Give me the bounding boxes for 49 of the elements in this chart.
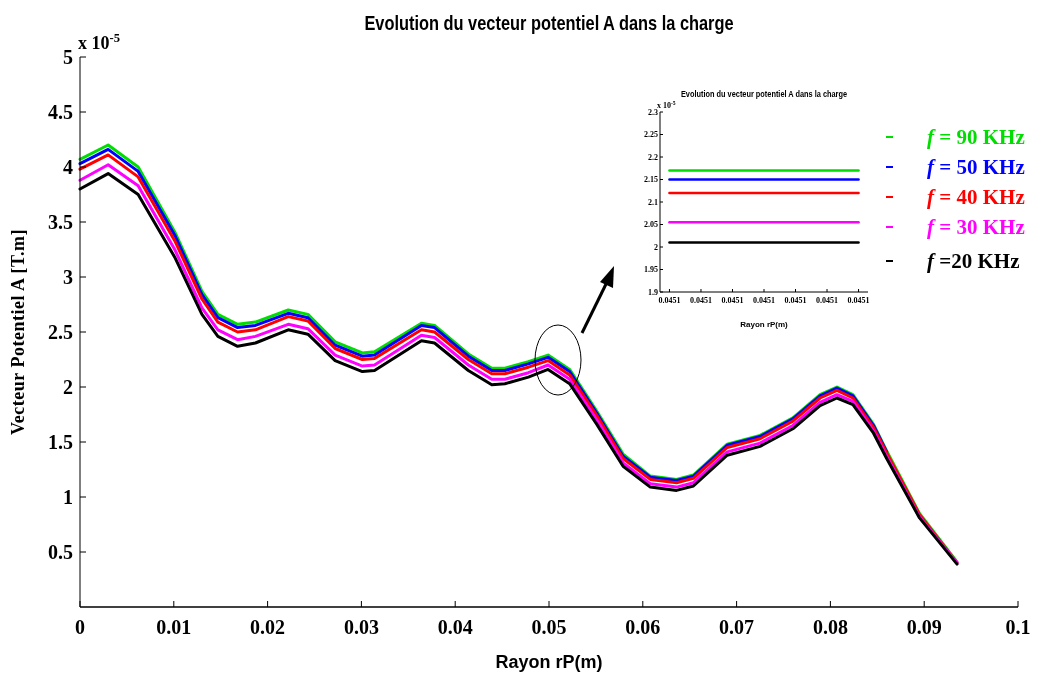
x-tick-label: 0.03	[343, 616, 379, 638]
legend-label: f = 30 KHz	[927, 215, 1025, 239]
x-tick-label: 0.1	[1005, 616, 1031, 638]
x-tick-label: 0.08	[812, 616, 848, 638]
y-tick-label: 1.95	[644, 265, 658, 275]
y-tick-label: 1.9	[648, 287, 658, 297]
legend-label: f =20 KHz	[927, 249, 1020, 273]
legend-label: f = 50 KHz	[927, 155, 1025, 179]
x-tick-label: 0.0451	[753, 295, 775, 305]
x-axis-title: Rayon rP(m)	[740, 320, 789, 329]
x-axis-title: Rayon rP(m)	[495, 652, 603, 672]
x-tick-label: 0.02	[250, 616, 286, 638]
x-tick-label: 0.0451	[658, 295, 681, 305]
x-tick-label: 0.05	[531, 616, 567, 638]
y-tick-label: 2.05	[644, 220, 658, 230]
x-tick-label: 0.07	[719, 616, 755, 638]
x-tick-label: 0.0451	[784, 295, 807, 305]
x-tick-label: 0.01	[156, 616, 192, 638]
y-tick-label: 2.2	[648, 152, 658, 162]
x-tick-label: 0.04	[437, 616, 473, 638]
y-tick-label: 1	[63, 486, 73, 508]
legend-label: f = 40 KHz	[927, 185, 1025, 209]
y-tick-label: 2.5	[48, 321, 73, 343]
y-tick-label: 2.1	[648, 197, 658, 207]
y-tick-label: 5	[63, 46, 73, 68]
y-axis-title: Vecteur Potentiel A [T.m]	[8, 228, 28, 436]
y-tick-label: 1.5	[48, 431, 73, 453]
y-tick-label: 4.5	[48, 101, 73, 123]
chart-title: Evolution du vecteur potentiel A dans la charge	[680, 89, 848, 100]
text: x 10$^{-5}$	[78, 31, 120, 53]
x-tick-label: 0.0451	[721, 295, 744, 305]
y-tick-label: 3.5	[48, 211, 73, 233]
x-tick-label: 0.0451	[689, 295, 712, 305]
legend-label: f = 90 KHz	[927, 125, 1025, 149]
x-tick-label: 0.0451	[816, 295, 839, 305]
y-tick-label: 3	[63, 266, 73, 288]
y-tick-label: 0.5	[48, 541, 73, 563]
x-tick-label: 0	[75, 616, 85, 638]
y-tick-label: 2.15	[644, 175, 658, 185]
y-tick-label: 2	[63, 376, 73, 398]
y-tick-label: 2.25	[644, 130, 658, 140]
y-tick-label: 2	[654, 242, 658, 252]
x-tick-label: 0.06	[625, 616, 661, 638]
y-tick-label: 4	[63, 156, 73, 178]
x-tick-label: 0.09	[906, 616, 942, 638]
chart-title: Evolution du vecteur potentiel A dans la charge	[364, 11, 734, 35]
x-tick-label: 0.0451	[847, 295, 870, 305]
annotation: x 10$^{-5}$	[657, 100, 676, 110]
y-tick-label: 2.3	[648, 107, 658, 117]
